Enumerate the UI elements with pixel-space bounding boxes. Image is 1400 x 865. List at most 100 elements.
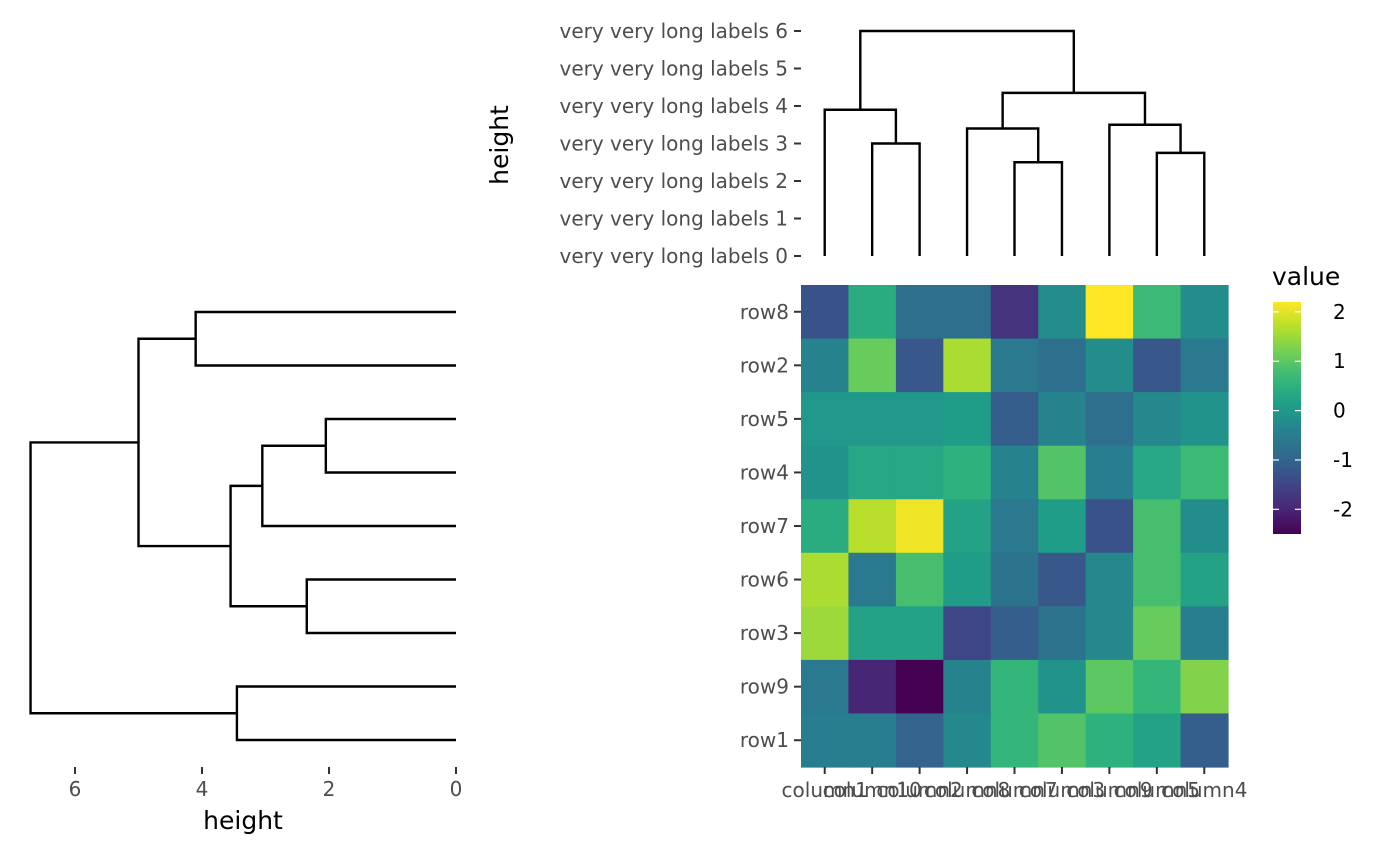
top-dendrogram-branch: [1013, 161, 1064, 256]
heatmap-cell: [801, 499, 850, 554]
row-label: row7: [740, 514, 789, 538]
heatmap-cell: [1038, 392, 1087, 447]
heatmap-cell: [801, 338, 850, 393]
heatmap-cell: [801, 285, 850, 340]
top-ytick-label: very very long labels 4: [559, 94, 788, 118]
top-ytick-label: very very long labels 6: [559, 19, 788, 43]
heatmap-cell: [1133, 713, 1182, 768]
top-dendrogram-branch: [1155, 151, 1206, 256]
heatmap-cell: [1085, 285, 1134, 340]
heatmap-cell: [1085, 659, 1134, 715]
heatmap-cell: [848, 445, 897, 500]
heatmap-cell: [990, 445, 1039, 500]
heatmap-cell: [1038, 659, 1087, 715]
heatmap-cell: [1133, 499, 1182, 554]
heatmap-cell: [1180, 445, 1229, 500]
legend-tick-label: -2: [1333, 497, 1353, 521]
heatmap-cell: [1085, 606, 1134, 661]
column-label: column1: [782, 778, 868, 802]
heatmap-cell: [1085, 552, 1134, 607]
heatmap-cell: [848, 659, 897, 715]
heatmap-cell: [895, 659, 944, 715]
top-ytick-label: very very long labels 0: [559, 244, 788, 268]
heatmap-cell: [943, 713, 992, 768]
row-label: row6: [740, 568, 789, 592]
heatmap-cell: [1038, 499, 1087, 554]
top-ytick-label: very very long labels 2: [559, 169, 788, 193]
heatmap-cell: [1133, 659, 1182, 715]
top-dendrogram-branch: [1001, 91, 1147, 129]
top-dendrogram-branch: [823, 108, 898, 256]
row-label: row1: [740, 728, 789, 752]
left-xtick-label: 4: [196, 777, 209, 801]
heatmap-cell: [943, 552, 992, 607]
heatmap-cell: [1133, 445, 1182, 500]
left-xtick-label: 0: [450, 777, 463, 801]
left-dendrogram-branch: [229, 484, 307, 608]
heatmap-cell: [895, 713, 944, 768]
legend-tick-label: 1: [1333, 349, 1346, 373]
heatmap-cell: [1180, 392, 1229, 447]
heatmap-cell: [1085, 445, 1134, 500]
heatmap-cell: [801, 392, 850, 447]
heatmap-cell: [990, 659, 1039, 715]
colorbar-legend: value 2 1 0 -1 -2: [1272, 262, 1353, 534]
heatmap-cell: [943, 499, 992, 554]
heatmap-cell: [848, 338, 897, 393]
row-label: row3: [740, 621, 789, 645]
heatmap-cell: [1180, 285, 1229, 340]
column-label: column4: [1161, 778, 1247, 802]
heatmap-cell: [895, 606, 944, 661]
heatmap-cells: [801, 285, 1229, 768]
heatmap-cell: [1180, 552, 1229, 607]
top-dendrogram-branch: [870, 142, 921, 256]
heatmap-cell: [1133, 392, 1182, 447]
heatmap-cell: [895, 392, 944, 447]
left-dendrogram: 6 4 2 0 height: [29, 310, 463, 835]
row-label: row2: [740, 353, 789, 377]
heatmap-cell: [801, 713, 850, 768]
heatmap-cell: [990, 392, 1039, 447]
heatmap-cell: [990, 499, 1039, 554]
column-label: column9: [1066, 778, 1152, 802]
heatmap-cell: [848, 499, 897, 554]
heatmap-cell: [1180, 606, 1229, 661]
legend-title: value: [1272, 262, 1340, 291]
top-dendrogram-branch: [1108, 123, 1182, 256]
heatmap-cell: [990, 338, 1039, 393]
top-ytick-label: very very long labels 5: [559, 57, 788, 81]
top-dendrogram: very very long labels 0 very very long la…: [485, 19, 1206, 268]
left-dendrogram-branch: [324, 417, 456, 474]
heatmap-cell: [895, 338, 944, 393]
top-dendrogram-yticks: very very long labels 0 very very long la…: [559, 19, 801, 268]
column-label: column2: [876, 778, 962, 802]
heatmap-cell: [801, 445, 850, 500]
heatmap-cell: [848, 285, 897, 340]
heatmap-cell: [990, 285, 1039, 340]
heatmap-cell: [943, 606, 992, 661]
heatmap-cell: [1133, 606, 1182, 661]
heatmap-cell: [895, 285, 944, 340]
heatmap-cell: [990, 552, 1039, 607]
heatmap-cell: [943, 285, 992, 340]
heatmap-cell: [801, 606, 850, 661]
column-label: column3: [1019, 778, 1105, 802]
heatmap-cell: [1180, 713, 1229, 768]
heatmap-cell: [1133, 552, 1182, 607]
row-label: row5: [740, 407, 789, 431]
row-label: row9: [740, 675, 789, 699]
heatmap-cell: [943, 392, 992, 447]
heatmap-cell: [895, 445, 944, 500]
top-dendrogram-branch: [965, 127, 1040, 256]
heatmap-cell: [848, 392, 897, 447]
top-dendrogram-branch: [859, 29, 1076, 110]
heatmap-cell: [895, 499, 944, 554]
legend-tick-label: -1: [1333, 448, 1353, 472]
left-xtick-label: 2: [323, 777, 336, 801]
heatmap-row-labels: row8 row2 row5 row4 row7 row6 row3 row9 row1: [740, 300, 801, 752]
column-label: column8: [924, 778, 1010, 802]
row-label: row4: [740, 460, 789, 484]
heatmap-cell: [990, 713, 1039, 768]
heatmap: row8 row2 row5 row4 row7 row6 row3 row9 row1 col…: [740, 285, 1247, 802]
